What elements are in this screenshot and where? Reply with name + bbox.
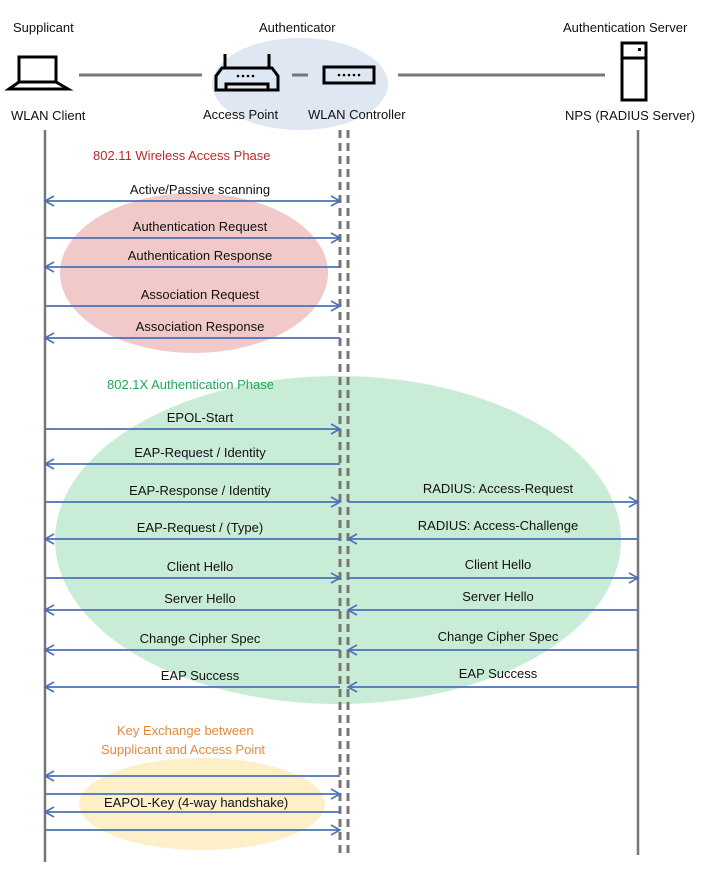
key-exchange-label: EAPOL-Key (4-way handshake) (104, 795, 288, 810)
message-label: Client Hello (167, 559, 233, 574)
client-name: WLAN Client (11, 108, 86, 123)
key-exchange-phase-region (79, 758, 325, 850)
server-message-label: Server Hello (462, 589, 534, 604)
message-label: EAP-Response / Identity (129, 483, 271, 498)
authenticator-highlight (212, 38, 388, 130)
server-name: NPS (RADIUS Server) (565, 108, 695, 123)
message-label: Authentication Response (128, 248, 273, 263)
authenticator-role: Authenticator (259, 20, 336, 35)
message-label: EPOL-Start (167, 410, 234, 425)
server-message-label: RADIUS: Access-Request (423, 481, 574, 496)
message-label: EAP-Request / (Type) (137, 520, 263, 535)
message-label: Server Hello (164, 591, 236, 606)
authentication-phase-region (55, 376, 621, 704)
server-message-label: Client Hello (465, 557, 531, 572)
controller-name: WLAN Controller (308, 107, 406, 122)
message-label: Active/Passive scanning (130, 182, 270, 197)
laptop-icon (4, 55, 74, 91)
router-icon (214, 54, 280, 92)
server-message-label: RADIUS: Access-Challenge (418, 518, 578, 533)
authentication-phase-title: 802.1X Authentication Phase (107, 377, 274, 392)
wireless-access-phase-title: 802.11 Wireless Access Phase (93, 148, 271, 163)
message-label: Association Request (141, 287, 260, 302)
message-label: Association Response (136, 319, 265, 334)
message-label: Change Cipher Spec (140, 631, 261, 646)
server-tower-icon (620, 41, 648, 102)
message-label: EAP Success (161, 668, 240, 683)
key-exchange-title-line1: Key Exchange between (117, 723, 254, 738)
key-exchange-title-line2: Supplicant and Access Point (101, 742, 265, 757)
wireless-access-phase-region (60, 193, 328, 353)
supplicant-role: Supplicant (13, 20, 74, 35)
server-message-label: EAP Success (459, 666, 538, 681)
server-message-label: Change Cipher Spec (438, 629, 559, 644)
message-label: EAP-Request / Identity (134, 445, 266, 460)
message-label: Authentication Request (133, 219, 268, 234)
switch-icon (322, 65, 376, 85)
server-role: Authentication Server (563, 20, 688, 35)
access-point-name: Access Point (203, 107, 279, 122)
